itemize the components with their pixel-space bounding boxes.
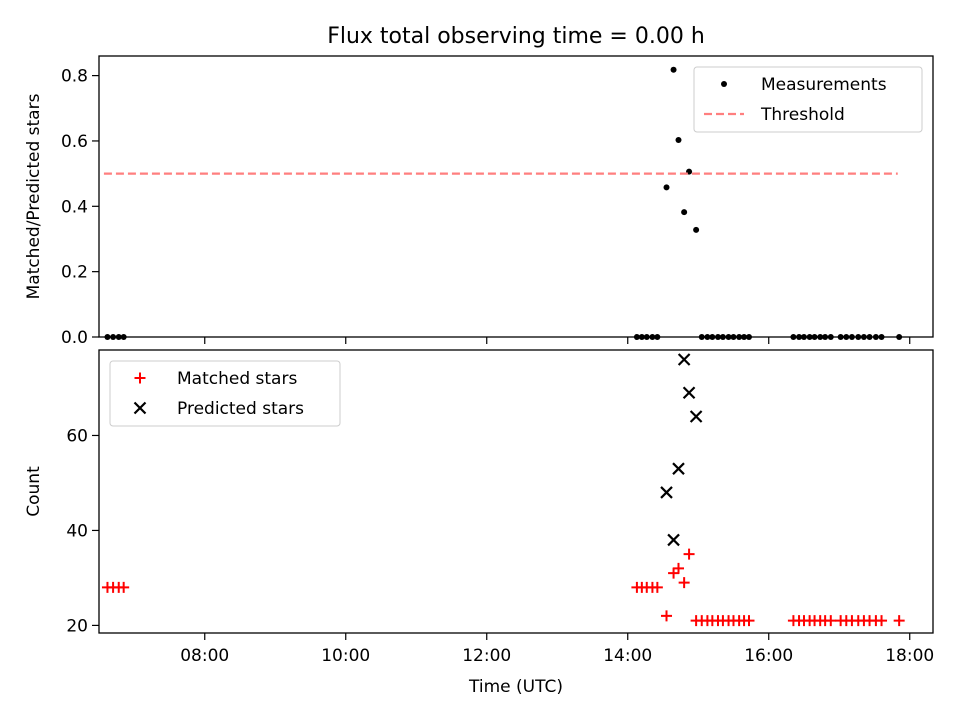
y-tick-label: 0.8 [61,67,88,87]
x-tick-label: 08:00 [180,646,229,666]
data-point [876,615,888,627]
data-point [825,615,837,627]
legend-box [693,66,923,133]
x-tick-label: 18:00 [885,646,934,666]
y-tick-label: 20 [66,616,88,636]
data-point [681,209,688,216]
axes-frame [98,55,934,338]
x-tick-label: 14:00 [603,646,652,666]
data-point [682,386,696,400]
data-point [683,548,695,560]
data-point [743,615,755,627]
data-point [693,226,700,233]
data-point [118,581,130,593]
axes-frame [98,349,934,634]
legend-label: Measurements [761,75,887,95]
y-tick-label: 40 [66,521,88,541]
data-point [673,562,684,574]
legend-item: Predicted stars [133,399,304,419]
data-point [675,136,682,143]
series-predicted-stars [660,353,703,547]
data-point [660,486,673,499]
chart-title: Flux total observing time = 0.00 h [327,24,705,49]
x-axis-label: Time (UTC) [468,677,563,697]
y-axis-label: Count [24,466,44,517]
data-point [667,533,680,547]
legend-swatch [133,401,147,415]
data-point [661,610,673,622]
legend-item: Measurements [721,75,887,95]
legend-swatch [721,81,727,87]
bottom-axes: 20 40 60 08:00 10:00 12:00 14:00 16:00 18:00 Coun… [24,349,934,697]
y-tick-label: 0.6 [61,132,88,152]
legend-label: Matched stars [177,369,297,389]
legend-box [109,360,341,427]
series-matched-stars [101,548,905,627]
legend-swatch [134,372,146,384]
legend-label: Threshold [760,105,845,125]
y-tick-label: 0.0 [61,328,88,348]
x-tick-label: 12:00 [462,646,511,666]
x-tick-label: 10:00 [321,646,370,666]
legend-item: Matched stars [134,369,297,389]
data-point [670,66,677,73]
data-point [672,462,685,475]
y-tick-label: 0.4 [61,197,88,217]
data-point [651,581,663,593]
x-tick-label: 16:00 [744,646,793,666]
data-point [677,353,691,366]
y-tick-label: 60 [66,426,88,446]
y-tick-label: 0.2 [61,263,88,283]
y-axis-label: Matched/Predicted stars [24,93,44,299]
legend-label: Predicted stars [177,399,304,419]
data-point [668,567,680,579]
data-point [663,184,670,191]
top-axes: 0.0 0.2 0.4 0.6 0.8 Matched/Predicted stars Me… [24,55,934,348]
data-point [689,410,703,423]
legend-item: Threshold [704,105,845,125]
data-point [893,615,905,627]
legend: Measurements Threshold [693,66,923,133]
legend: Matched stars Predicted stars [109,360,341,427]
data-point [678,577,690,589]
